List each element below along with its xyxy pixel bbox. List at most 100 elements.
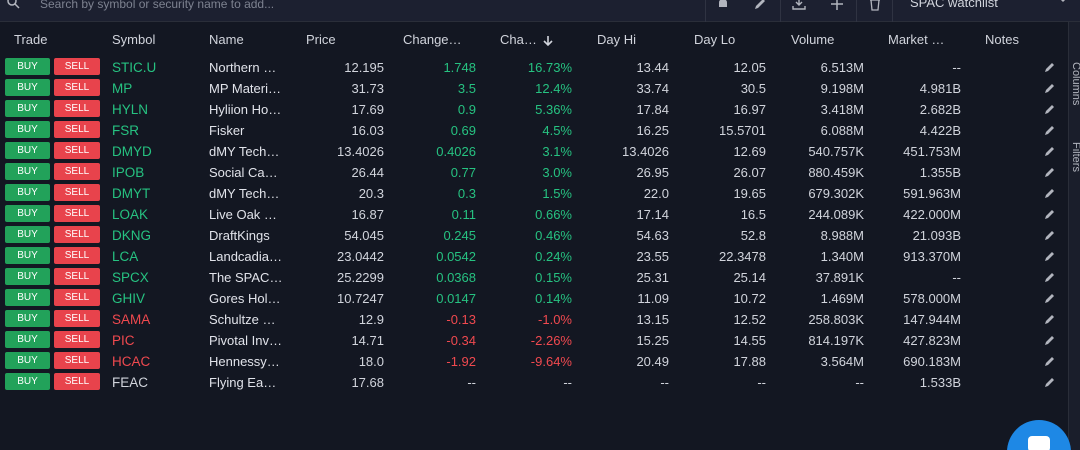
buy-button[interactable]: BUY — [5, 373, 50, 390]
columns-tab[interactable]: Columns — [1070, 62, 1080, 106]
sell-button[interactable]: SELL — [54, 121, 100, 138]
symbol-cell[interactable]: SAMA — [112, 312, 151, 327]
edit-note-icon[interactable] — [1044, 313, 1056, 325]
sell-button[interactable]: SELL — [54, 58, 100, 75]
buy-button[interactable]: BUY — [5, 58, 50, 75]
sell-button[interactable]: SELL — [54, 100, 100, 117]
bell-icon[interactable] — [714, 0, 732, 13]
add-icon[interactable] — [828, 0, 846, 13]
table-row[interactable]: BUY SELL PIC Pivotal Inv… 14.71 -0.34 -2.26% 15… — [0, 331, 1068, 352]
edit-note-icon[interactable] — [1044, 166, 1056, 178]
sell-button[interactable]: SELL — [54, 142, 100, 159]
table-row[interactable]: BUY SELL GHIV Gores Hol… 10.7247 0.0147 0.14% 1… — [0, 289, 1068, 310]
column-header-change-percent[interactable]: Cha… — [500, 32, 553, 47]
chat-button[interactable] — [1007, 420, 1071, 450]
symbol-cell[interactable]: PIC — [112, 333, 135, 348]
buy-button[interactable]: BUY — [5, 289, 50, 306]
table-row[interactable]: BUY SELL HYLN Hyliion Ho… 17.69 0.9 5.36% 17.84… — [0, 100, 1068, 121]
buy-button[interactable]: BUY — [5, 184, 50, 201]
buy-button[interactable]: BUY — [5, 247, 50, 264]
buy-button[interactable]: BUY — [5, 205, 50, 222]
column-header-symbol[interactable]: Symbol — [112, 32, 156, 47]
table-row[interactable]: BUY SELL SPCX The SPAC… 25.2299 0.0368 0.15% 25… — [0, 268, 1068, 289]
symbol-cell[interactable]: SPCX — [112, 270, 149, 285]
buy-button[interactable]: BUY — [5, 226, 50, 243]
download-icon[interactable] — [790, 0, 808, 13]
edit-note-icon[interactable] — [1044, 124, 1056, 136]
column-header-change[interactable]: Change… — [403, 32, 462, 47]
buy-button[interactable]: BUY — [5, 163, 50, 180]
edit-note-icon[interactable] — [1044, 145, 1056, 157]
edit-note-icon[interactable] — [1044, 229, 1056, 241]
column-header-name[interactable]: Name — [209, 32, 244, 47]
sell-button[interactable]: SELL — [54, 373, 100, 390]
edit-note-icon[interactable] — [1044, 292, 1056, 304]
sell-button[interactable]: SELL — [54, 352, 100, 369]
sell-button[interactable]: SELL — [54, 268, 100, 285]
pencil-icon[interactable] — [751, 0, 769, 13]
chevron-down-icon[interactable] — [1056, 0, 1070, 6]
symbol-cell[interactable]: IPOB — [112, 165, 145, 180]
buy-button[interactable]: BUY — [5, 121, 50, 138]
edit-note-icon[interactable] — [1044, 103, 1056, 115]
edit-note-icon[interactable] — [1044, 334, 1056, 346]
filters-tab[interactable]: Filters — [1070, 142, 1080, 172]
table-row[interactable]: BUY SELL FSR Fisker 16.03 0.69 4.5% 16.25 15.570… — [0, 121, 1068, 142]
table-row[interactable]: BUY SELL LCA Landcadia… 23.0442 0.0542 0.24% 23… — [0, 247, 1068, 268]
table-row[interactable]: BUY SELL MP MP Materi… 31.73 3.5 12.4% 33.74 30.… — [0, 79, 1068, 100]
edit-note-icon[interactable] — [1044, 82, 1056, 94]
sell-button[interactable]: SELL — [54, 226, 100, 243]
buy-button[interactable]: BUY — [5, 310, 50, 327]
search-input[interactable] — [40, 0, 600, 13]
buy-button[interactable]: BUY — [5, 142, 50, 159]
symbol-cell[interactable]: MP — [112, 81, 133, 96]
symbol-cell[interactable]: DMYT — [112, 186, 151, 201]
symbol-cell[interactable]: FSR — [112, 123, 139, 138]
table-row[interactable]: BUY SELL DMYD dMY Tech… 13.4026 0.4026 3.1% 13.… — [0, 142, 1068, 163]
edit-note-icon[interactable] — [1044, 376, 1056, 388]
trash-icon[interactable] — [866, 0, 884, 13]
column-header-volume[interactable]: Volume — [791, 32, 835, 47]
sell-button[interactable]: SELL — [54, 310, 100, 327]
edit-note-icon[interactable] — [1044, 187, 1056, 199]
table-row[interactable]: BUY SELL DMYT dMY Tech… 20.3 0.3 1.5% 22.0 19.65… — [0, 184, 1068, 205]
buy-button[interactable]: BUY — [5, 79, 50, 96]
table-row[interactable]: BUY SELL HCAC Hennessy… 18.0 -1.92 -9.64% 20.49… — [0, 352, 1068, 373]
symbol-cell[interactable]: DKNG — [112, 228, 152, 243]
table-row[interactable]: BUY SELL IPOB Social Ca… 26.44 0.77 3.0% 26.95 2… — [0, 163, 1068, 184]
symbol-cell[interactable]: STIC.U — [112, 60, 157, 75]
symbol-cell[interactable]: FEAC — [112, 375, 149, 390]
table-row[interactable]: BUY SELL LOAK Live Oak … 16.87 0.11 0.66% 17.14… — [0, 205, 1068, 226]
buy-button[interactable]: BUY — [5, 352, 50, 369]
table-row[interactable]: BUY SELL DKNG DraftKings 54.045 0.245 0.46% 54.… — [0, 226, 1068, 247]
symbol-cell[interactable]: LOAK — [112, 207, 149, 222]
column-header-price[interactable]: Price — [306, 32, 336, 47]
symbol-cell[interactable]: DMYD — [112, 144, 152, 159]
sell-button[interactable]: SELL — [54, 331, 100, 348]
symbol-cell[interactable]: LCA — [112, 249, 139, 264]
column-header-day-hi[interactable]: Day Hi — [597, 32, 637, 47]
sell-button[interactable]: SELL — [54, 205, 100, 222]
table-row[interactable]: BUY SELL FEAC Flying Ea… 17.68 -- -- -- -- -- 1.53… — [0, 373, 1068, 394]
symbol-cell[interactable]: HYLN — [112, 102, 149, 117]
table-row[interactable]: BUY SELL SAMA Schultze … 12.9 -0.13 -1.0% 13.15… — [0, 310, 1068, 331]
sell-button[interactable]: SELL — [54, 247, 100, 264]
buy-button[interactable]: BUY — [5, 331, 50, 348]
buy-button[interactable]: BUY — [5, 268, 50, 285]
edit-note-icon[interactable] — [1044, 250, 1056, 262]
edit-note-icon[interactable] — [1044, 355, 1056, 367]
sell-button[interactable]: SELL — [54, 79, 100, 96]
symbol-cell[interactable]: GHIV — [112, 291, 146, 306]
edit-note-icon[interactable] — [1044, 61, 1056, 73]
column-header-market-cap[interactable]: Market … — [888, 32, 945, 47]
edit-note-icon[interactable] — [1044, 208, 1056, 220]
sell-button[interactable]: SELL — [54, 289, 100, 306]
sell-button[interactable]: SELL — [54, 163, 100, 180]
sell-button[interactable]: SELL — [54, 184, 100, 201]
buy-button[interactable]: BUY — [5, 100, 50, 117]
column-header-day-lo[interactable]: Day Lo — [694, 32, 736, 47]
table-row[interactable]: BUY SELL STIC.U Northern … 12.195 1.748 16.73%… — [0, 58, 1068, 79]
edit-note-icon[interactable] — [1044, 271, 1056, 283]
watchlist-select[interactable]: SPAC watchlist — [910, 0, 998, 10]
symbol-cell[interactable]: HCAC — [112, 354, 151, 369]
